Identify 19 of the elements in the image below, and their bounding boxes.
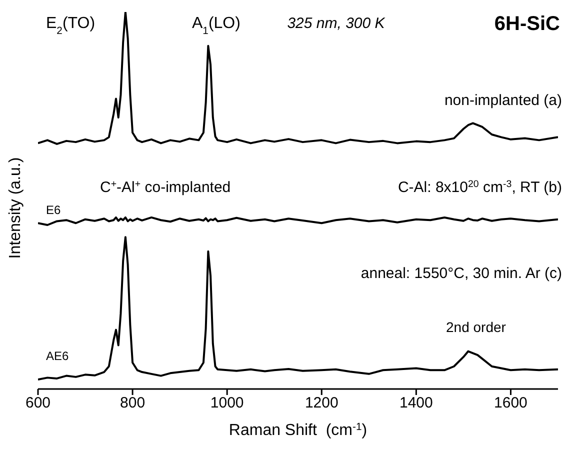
annotation: C-Al: 8x10$^{20}$ cm$^{-3}$, RT (b)	[398, 178, 562, 196]
annotation: E$_{2}$(TO)	[46, 15, 96, 36]
annotation: 6H-SiC	[494, 13, 560, 35]
annotation: non-implanted (a)	[444, 92, 562, 109]
annotation: 325 nm, 300 K	[287, 15, 386, 32]
annotation: anneal: 1550°C, 30 min. Ar (c)	[360, 265, 562, 282]
annotation: 2nd order	[446, 319, 506, 335]
x-tick-label: 600	[25, 394, 51, 412]
x-tick-label: 1400	[399, 394, 433, 412]
annotation: A$_{1}$(LO)	[192, 15, 240, 36]
x-tick-label: 1200	[304, 394, 338, 412]
x-tick-label: 1000	[210, 394, 244, 412]
x-tick-label: 800	[120, 394, 146, 412]
y-axis-title: Intensity (a.u.)	[7, 157, 24, 259]
x-axis-title: Raman Shift (cm$^{-1}$)	[228, 422, 368, 439]
annotation: E6	[46, 203, 62, 217]
x-tick-label: 1600	[494, 394, 528, 412]
annotation: AE6	[46, 349, 70, 363]
annotation: C$^{+}$-Al$^{+}$ co-implanted	[100, 178, 231, 196]
